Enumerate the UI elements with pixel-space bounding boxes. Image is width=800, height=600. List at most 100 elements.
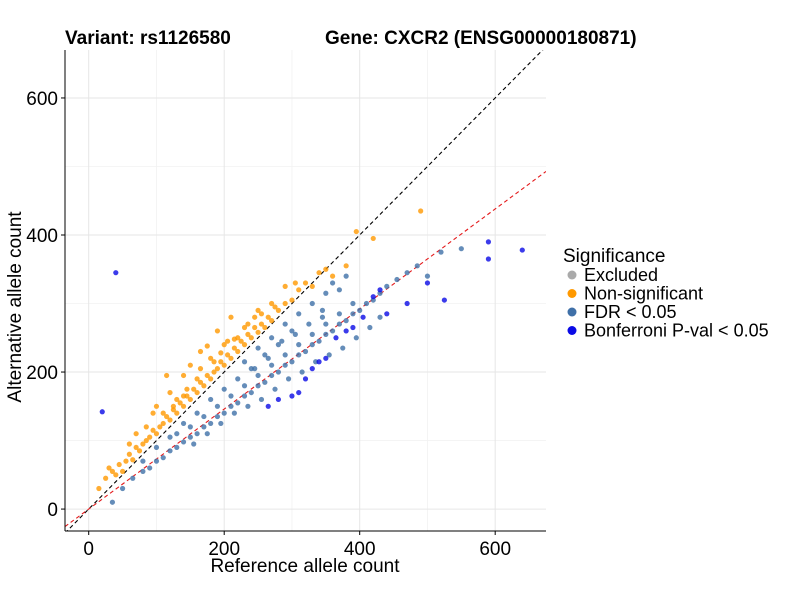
- point-fdr-0-05: [228, 393, 234, 399]
- point-fdr-0-05: [191, 441, 197, 447]
- point-non-significant: [241, 324, 248, 331]
- point-fdr-0-05: [201, 424, 207, 430]
- x-axis-title: Reference allele count: [210, 556, 400, 577]
- point-non-significant: [218, 359, 224, 365]
- point-fdr-0-05: [458, 246, 464, 252]
- point-non-significant: [296, 287, 302, 293]
- point-fdr-0-05: [336, 321, 342, 327]
- point-bonferroni-p-val-0-05: [485, 256, 492, 262]
- point-non-significant: [119, 468, 126, 474]
- point-fdr-0-05: [289, 359, 295, 365]
- point-non-significant: [302, 280, 309, 286]
- point-fdr-0-05: [265, 355, 271, 361]
- point-non-significant: [241, 342, 248, 348]
- point-non-significant: [208, 376, 214, 382]
- point-non-significant: [282, 300, 288, 307]
- point-non-significant: [106, 465, 112, 471]
- point-bonferroni-p-val-0-05: [424, 280, 431, 286]
- point-fdr-0-05: [167, 434, 173, 440]
- point-fdr-0-05: [262, 379, 268, 385]
- point-fdr-0-05: [414, 263, 420, 269]
- point-non-significant: [180, 403, 187, 409]
- point-non-significant: [245, 331, 251, 337]
- point-fdr-0-05: [269, 335, 275, 341]
- point-fdr-0-05: [296, 342, 302, 348]
- point-non-significant: [140, 441, 146, 447]
- point-fdr-0-05: [394, 276, 400, 283]
- point-non-significant: [292, 280, 298, 286]
- point-fdr-0-05: [241, 359, 248, 365]
- point-non-significant: [177, 400, 183, 406]
- point-fdr-0-05: [187, 424, 193, 430]
- point-non-significant: [323, 266, 329, 272]
- point-non-significant: [201, 383, 207, 389]
- x-tick-label: 200: [208, 539, 240, 560]
- point-bonferroni-p-val-0-05: [309, 366, 315, 372]
- point-non-significant: [126, 451, 132, 457]
- point-non-significant: [214, 328, 221, 334]
- point-fdr-0-05: [319, 307, 326, 313]
- point-non-significant: [224, 352, 231, 358]
- point-bonferroni-p-val-0-05: [370, 294, 376, 300]
- point-fdr-0-05: [258, 396, 265, 403]
- point-non-significant: [224, 338, 231, 344]
- legend-swatch: [567, 307, 577, 317]
- point-fdr-0-05: [292, 331, 298, 337]
- point-non-significant: [282, 283, 288, 289]
- point-fdr-0-05: [350, 311, 356, 317]
- point-non-significant: [204, 343, 210, 349]
- point-non-significant: [214, 366, 221, 372]
- point-fdr-0-05: [323, 331, 329, 337]
- point-non-significant: [194, 376, 200, 382]
- point-non-significant: [228, 355, 234, 361]
- point-non-significant: [96, 485, 102, 492]
- point-fdr-0-05: [153, 444, 160, 451]
- point-non-significant: [136, 448, 143, 454]
- point-fdr-0-05: [302, 348, 309, 355]
- point-non-significant: [160, 410, 166, 416]
- legend-label: Bonferroni P-val < 0.05: [584, 321, 769, 341]
- point-non-significant: [174, 396, 180, 403]
- point-fdr-0-05: [323, 290, 329, 296]
- point-non-significant: [258, 311, 265, 317]
- point-non-significant: [180, 393, 187, 399]
- point-fdr-0-05: [241, 393, 248, 399]
- point-fdr-0-05: [275, 369, 282, 375]
- point-bonferroni-p-val-0-05: [350, 324, 356, 331]
- point-fdr-0-05: [130, 475, 136, 481]
- point-non-significant: [113, 472, 119, 478]
- point-fdr-0-05: [255, 383, 261, 389]
- point-fdr-0-05: [309, 300, 315, 307]
- point-non-significant: [143, 437, 149, 444]
- point-non-significant: [153, 431, 160, 437]
- point-bonferroni-p-val-0-05: [343, 328, 349, 334]
- point-non-significant: [153, 403, 160, 409]
- y-tick-label: 200: [26, 363, 58, 384]
- point-bonferroni-p-val-0-05: [265, 403, 271, 409]
- legend-title: Significance: [563, 246, 665, 267]
- point-fdr-0-05: [272, 386, 278, 392]
- point-non-significant: [187, 362, 193, 368]
- point-fdr-0-05: [323, 321, 329, 327]
- data-points: [96, 208, 525, 505]
- point-fdr-0-05: [319, 314, 326, 320]
- point-non-significant: [238, 338, 244, 344]
- y-axis-title: Alternative allele count: [5, 211, 26, 403]
- reference-line-fit: [65, 171, 546, 528]
- point-non-significant: [130, 457, 136, 463]
- point-bonferroni-p-val-0-05: [441, 297, 447, 303]
- y-tick-label: 600: [26, 89, 58, 110]
- point-fdr-0-05: [167, 448, 173, 454]
- x-tick-label: 0: [83, 539, 94, 560]
- point-non-significant: [147, 434, 153, 440]
- point-fdr-0-05: [245, 403, 251, 409]
- point-non-significant: [329, 273, 336, 279]
- point-non-significant: [143, 424, 149, 430]
- point-non-significant: [204, 372, 210, 379]
- point-non-significant: [164, 413, 170, 420]
- point-fdr-0-05: [221, 410, 227, 416]
- point-non-significant: [289, 297, 295, 303]
- point-fdr-0-05: [140, 458, 146, 464]
- point-bonferroni-p-val-0-05: [377, 287, 383, 293]
- point-bonferroni-p-val-0-05: [289, 393, 295, 399]
